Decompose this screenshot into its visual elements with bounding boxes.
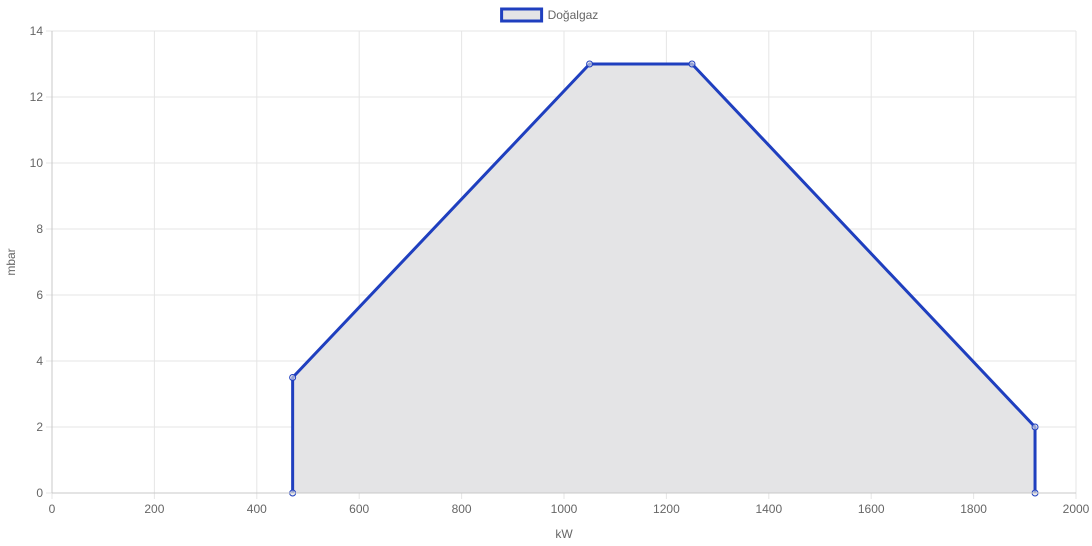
y-axis-title: mbar bbox=[4, 248, 18, 275]
y-tick-label: 4 bbox=[36, 354, 43, 368]
y-tick-label: 6 bbox=[36, 288, 43, 302]
y-tick-label: 2 bbox=[36, 420, 43, 434]
data-point[interactable] bbox=[289, 374, 297, 381]
x-tick-label: 1000 bbox=[551, 502, 578, 516]
x-tick-label: 400 bbox=[247, 502, 267, 516]
axes: 0 200 400 600 800 1000 1200 1400 1600 1800 2000 0 2 4… bbox=[4, 24, 1090, 541]
y-tick-label: 14 bbox=[30, 24, 44, 38]
data-point[interactable] bbox=[586, 60, 594, 68]
legend-swatch bbox=[500, 7, 544, 23]
y-tick-label: 10 bbox=[30, 156, 44, 170]
x-tick-label: 600 bbox=[349, 502, 369, 516]
x-tick-label: 0 bbox=[49, 502, 56, 516]
x-tick-label: 800 bbox=[452, 502, 472, 516]
x-tick-label: 1200 bbox=[653, 502, 680, 516]
x-tick-label: 2000 bbox=[1063, 502, 1090, 516]
legend-label: Doğalgaz bbox=[548, 8, 599, 22]
x-axis-title: kW bbox=[555, 527, 573, 541]
series-line bbox=[291, 62, 1037, 493]
legend[interactable]: Doğalgaz bbox=[500, 7, 599, 23]
x-tick-label: 200 bbox=[144, 502, 164, 516]
legend-item[interactable]: Doğalgaz bbox=[500, 7, 599, 23]
series-area-fill bbox=[292, 64, 1036, 493]
y-tick-label: 12 bbox=[30, 90, 44, 104]
y-tick-label: 8 bbox=[36, 222, 43, 236]
x-tick-label: 1600 bbox=[858, 502, 885, 516]
x-tick-label: 1400 bbox=[755, 502, 782, 516]
data-point[interactable] bbox=[1031, 423, 1039, 431]
area-layer bbox=[289, 60, 1039, 497]
data-point[interactable] bbox=[688, 60, 696, 68]
x-tick-label: 1800 bbox=[960, 502, 987, 516]
y-tick-label: 0 bbox=[36, 486, 43, 500]
